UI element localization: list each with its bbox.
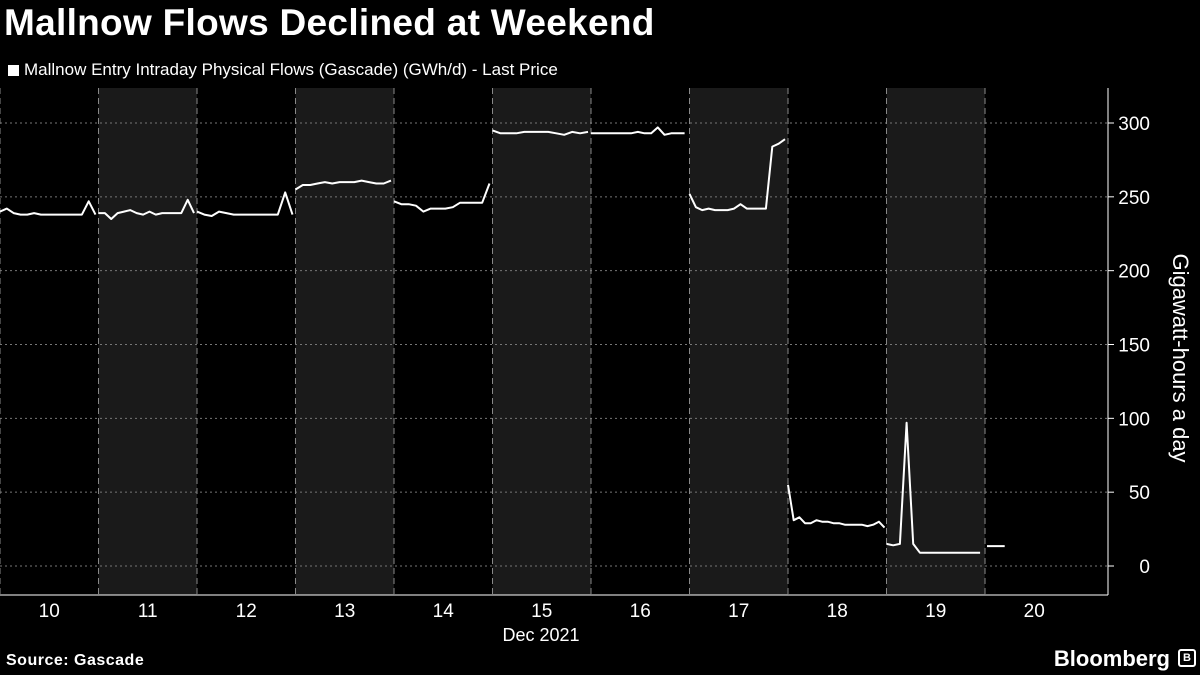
weekend-shade (98, 88, 197, 595)
y-tick-label: 150 (1118, 336, 1150, 357)
chart-title: Mallnow Flows Declined at Weekend (4, 2, 655, 43)
bloomberg-logo: Bloomberg (1053, 646, 1170, 671)
series-line-segment (0, 200, 97, 216)
x-tick-label: 10 (39, 601, 60, 622)
x-tick-label: 19 (925, 601, 946, 622)
bloomberg-icon: B (1178, 649, 1196, 667)
series-line-segment (393, 183, 491, 213)
x-tick-label: 14 (433, 601, 455, 622)
x-tick-label: 13 (334, 601, 355, 622)
y-axis-label: Gigawatt-hours a day (1168, 253, 1193, 462)
x-tick-label: 18 (827, 601, 848, 622)
x-axis-label: Dec 2021 (502, 625, 579, 645)
x-tick-label: 17 (728, 601, 749, 622)
series-line-segment (591, 126, 685, 136)
x-tick-label: 16 (630, 601, 651, 622)
weekend-shade (689, 88, 788, 595)
series-line-segment (492, 129, 589, 136)
weekend-shade (886, 88, 985, 595)
x-tick-label: 12 (236, 601, 257, 622)
series-line-segment (688, 138, 786, 212)
weekend-shade (295, 88, 394, 595)
legend-swatch (8, 64, 19, 76)
x-tick-label: 15 (531, 601, 552, 622)
y-tick-label: 200 (1118, 262, 1150, 283)
series-line-segment (294, 179, 392, 191)
x-tick-label: 20 (1024, 601, 1045, 622)
series-line-segment (787, 484, 886, 529)
y-tick-label: 0 (1139, 557, 1150, 578)
x-tick-label: 11 (138, 601, 158, 622)
series-line-segment (98, 198, 195, 220)
series-line-segment (196, 191, 294, 217)
y-tick-label: 300 (1118, 114, 1150, 135)
legend-label: Mallnow Entry Intraday Physical Flows (G… (24, 60, 558, 79)
y-tick-label: 100 (1118, 409, 1150, 430)
series-line-segment (886, 421, 981, 554)
weekend-shade (492, 88, 591, 595)
source-note: Source: Gascade (6, 652, 145, 669)
y-tick-label: 250 (1118, 188, 1150, 209)
legend: Mallnow Entry Intraday Physical Flows (G… (8, 60, 558, 80)
y-tick-label: 50 (1129, 483, 1150, 504)
